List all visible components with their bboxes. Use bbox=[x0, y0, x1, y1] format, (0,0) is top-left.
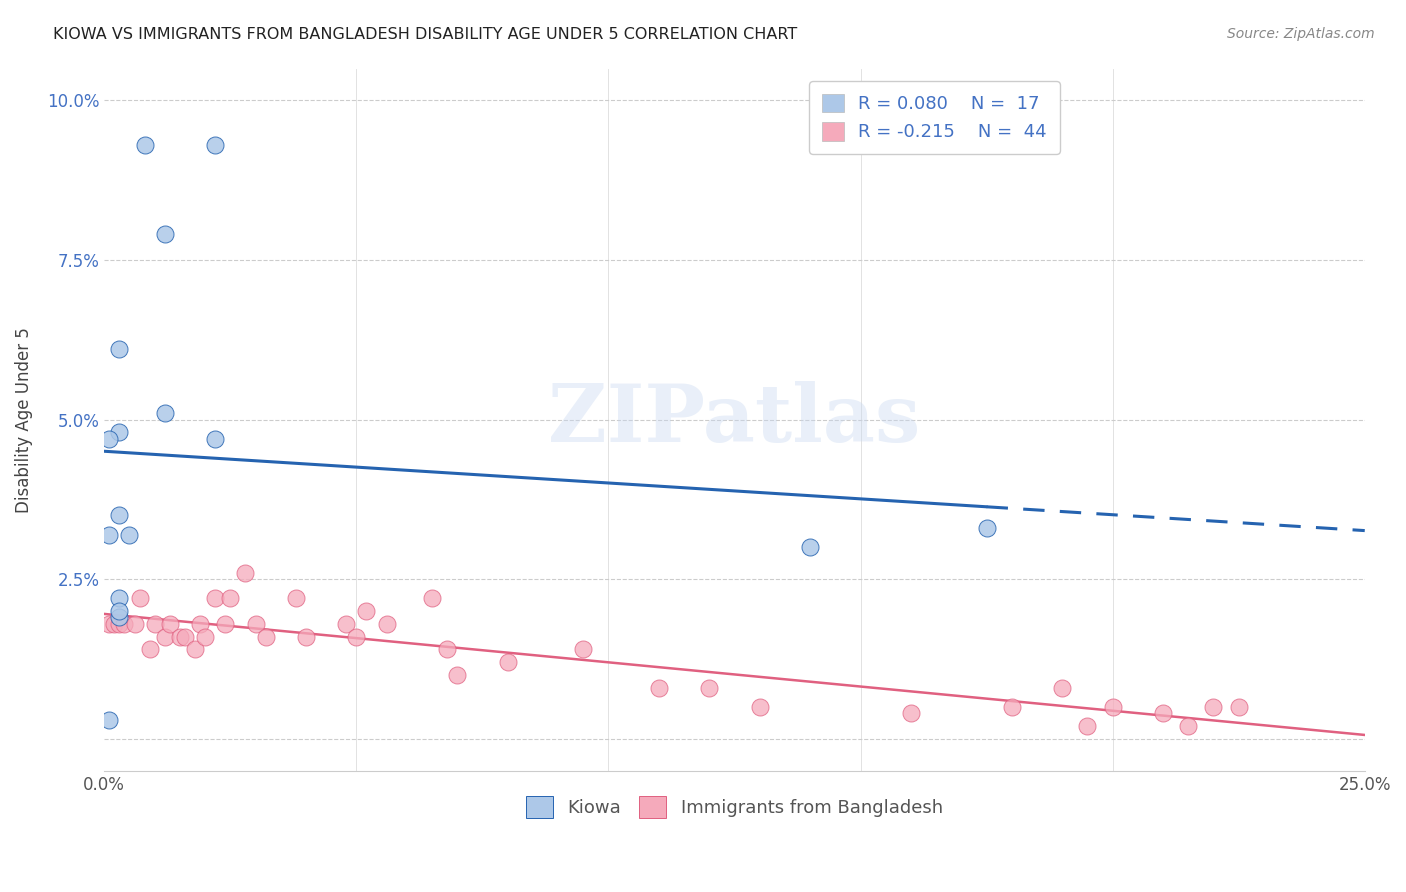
Point bbox=[204, 138, 226, 153]
Point bbox=[108, 616, 131, 631]
Point bbox=[648, 681, 671, 695]
Point bbox=[697, 681, 720, 695]
Point bbox=[446, 668, 468, 682]
Point bbox=[356, 604, 378, 618]
Point bbox=[188, 616, 211, 631]
Point bbox=[799, 541, 821, 555]
Point bbox=[235, 566, 257, 580]
Point bbox=[496, 655, 519, 669]
Point bbox=[153, 227, 176, 242]
Point bbox=[118, 527, 141, 541]
Point bbox=[153, 406, 176, 420]
Point bbox=[108, 591, 131, 606]
Point bbox=[194, 630, 217, 644]
Point bbox=[1177, 719, 1199, 733]
Point bbox=[128, 591, 150, 606]
Point bbox=[108, 604, 131, 618]
Point bbox=[254, 630, 277, 644]
Text: ZIPatlas: ZIPatlas bbox=[548, 381, 921, 458]
Point bbox=[375, 616, 398, 631]
Point bbox=[1202, 699, 1225, 714]
Point bbox=[153, 630, 176, 644]
Point bbox=[436, 642, 458, 657]
Point bbox=[98, 527, 121, 541]
Point bbox=[204, 591, 226, 606]
Point bbox=[98, 713, 121, 727]
Point bbox=[1152, 706, 1174, 721]
Point bbox=[748, 699, 770, 714]
Point bbox=[112, 616, 135, 631]
Point bbox=[108, 343, 131, 357]
Point bbox=[284, 591, 307, 606]
Legend: Kiowa, Immigrants from Bangladesh: Kiowa, Immigrants from Bangladesh bbox=[519, 789, 950, 825]
Point bbox=[335, 616, 357, 631]
Point bbox=[204, 432, 226, 446]
Point bbox=[108, 610, 131, 624]
Point bbox=[900, 706, 922, 721]
Point bbox=[1076, 719, 1098, 733]
Point bbox=[174, 630, 197, 644]
Point bbox=[184, 642, 207, 657]
Point bbox=[344, 630, 367, 644]
Text: Source: ZipAtlas.com: Source: ZipAtlas.com bbox=[1227, 27, 1375, 41]
Point bbox=[108, 425, 131, 440]
Point bbox=[1050, 681, 1073, 695]
Point bbox=[103, 616, 125, 631]
Y-axis label: Disability Age Under 5: Disability Age Under 5 bbox=[15, 326, 32, 513]
Point bbox=[138, 642, 160, 657]
Point bbox=[295, 630, 318, 644]
Point bbox=[1227, 699, 1250, 714]
Point bbox=[159, 616, 181, 631]
Point bbox=[420, 591, 443, 606]
Point bbox=[572, 642, 595, 657]
Point bbox=[98, 616, 121, 631]
Point bbox=[245, 616, 267, 631]
Point bbox=[219, 591, 242, 606]
Point bbox=[976, 521, 998, 535]
Point bbox=[214, 616, 236, 631]
Point bbox=[1101, 699, 1123, 714]
Point bbox=[134, 138, 156, 153]
Point bbox=[124, 616, 146, 631]
Point bbox=[1001, 699, 1024, 714]
Point bbox=[169, 630, 191, 644]
Point bbox=[98, 432, 121, 446]
Point bbox=[143, 616, 166, 631]
Text: KIOWA VS IMMIGRANTS FROM BANGLADESH DISABILITY AGE UNDER 5 CORRELATION CHART: KIOWA VS IMMIGRANTS FROM BANGLADESH DISA… bbox=[53, 27, 797, 42]
Point bbox=[108, 508, 131, 523]
